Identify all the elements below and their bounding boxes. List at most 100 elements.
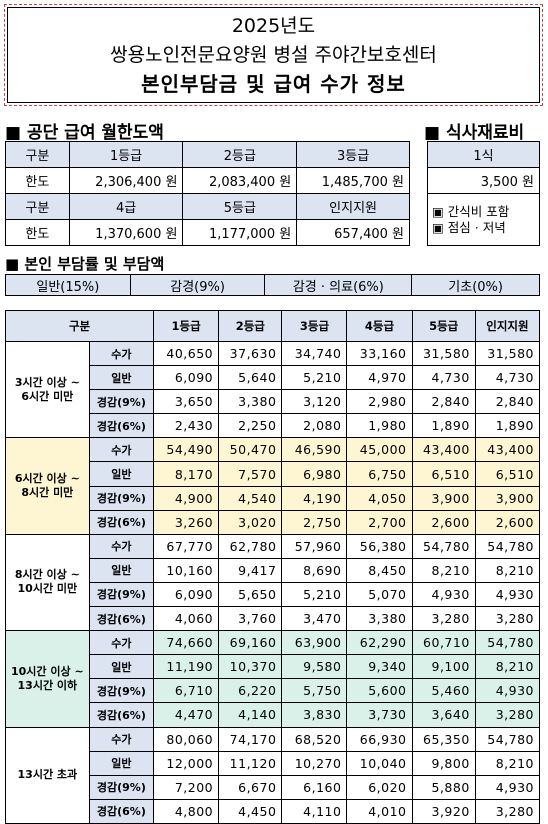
fee-value-cell: 11,120: [218, 750, 283, 776]
limit-cell: 1,177,000 원: [182, 219, 298, 246]
fee-value-cell: 4,010: [346, 798, 413, 824]
ratio-table: 일반(15%) 감경(9%) 감경 · 의료(6%) 기초(0%): [5, 274, 540, 296]
fee-value-cell: 3,730: [346, 702, 413, 728]
fee-value-cell: 3,900: [474, 485, 541, 511]
fee-value-cell: 4,900: [153, 485, 220, 511]
limit-cell: 2,083,400 원: [182, 167, 298, 194]
limit-cell: 1,370,600 원: [68, 219, 184, 246]
fee-value-cell: 6,510: [411, 461, 476, 487]
fee-value-cell: 3,900: [411, 485, 476, 511]
fee-value-cell: 6,160: [281, 774, 348, 800]
fee-value-cell: 10,270: [281, 750, 348, 776]
fee-value-cell: 43,400: [474, 437, 541, 463]
fee-value-cell: 54,490: [153, 437, 220, 463]
fee-value-cell: 12,000: [153, 750, 220, 776]
fee-value-cell: 10,040: [346, 750, 413, 776]
fee-value-cell: 4,060: [153, 606, 220, 632]
fee-value-cell: 80,060: [153, 726, 220, 752]
fee-value-cell: 4,730: [411, 365, 476, 391]
fee-value-cell: 8,450: [346, 557, 413, 583]
fee-value-cell: 74,660: [153, 630, 220, 656]
fee-table-body: 3시간 이상 ~6시간 미만 수가 40,650 37,630 34,740 33,160…: [5, 340, 541, 824]
limit-heading: ■ 공단 급여 월한도액: [5, 123, 164, 143]
table-row: 13시간 초과 수가 80,060 74,170 68,520 66,930 65,350 5…: [5, 726, 541, 824]
fee-value-cell: 3,280: [474, 702, 541, 728]
fee-value-cell: 3,260: [153, 509, 220, 535]
table-row: 경감(9%) 3,650 3,380 3,120 2,980 2,840 2,840: [6, 389, 541, 415]
fee-value-cell: 9,340: [346, 654, 413, 680]
limit-cell: 한도: [5, 219, 70, 246]
table-row: 6시간 이상 ~8시간 미만 수가 54,490 50,470 46,590 45,000…: [5, 437, 541, 535]
fee-value-cell: 31,580: [411, 340, 476, 367]
fee-value-cell: 3,920: [411, 798, 476, 824]
meal-table: 1식 3,500 원 ▣ 간식비 포함 ▣ 점심 · 저녁: [427, 141, 540, 246]
fee-header-cell: 5등급: [411, 310, 476, 342]
title-center-name: 쌍용노인전문요양원 병설 주야간보호센터: [110, 44, 437, 66]
fee-value-cell: 3,830: [281, 702, 348, 728]
fee-value-cell: 69,160: [218, 630, 283, 656]
fee-value-cell: 3,380: [346, 606, 413, 632]
fee-value-cell: 5,460: [411, 678, 476, 704]
fee-value-cell: 5,880: [411, 774, 476, 800]
table-row: 3시간 이상 ~6시간 미만 수가 40,650 37,630 34,740 33,160…: [5, 340, 541, 439]
fee-value-cell: 10,160: [153, 557, 220, 583]
meal-note-lunch-dinner: ▣ 점심 · 저녁: [432, 219, 506, 235]
ratio-basic-0: 기초(0%): [411, 274, 540, 296]
title-subject: 본인부담금 및 급여 수가 정보: [141, 72, 406, 96]
row-type-label: 경감(6%): [88, 413, 155, 439]
limit-row-header-2: 구분 4급 5등급 인지지원: [5, 193, 410, 220]
fee-value-cell: 6,510: [474, 461, 541, 487]
fee-value-cell: 2,700: [346, 509, 413, 535]
fee-value-cell: 62,780: [218, 533, 283, 559]
limit-cell: 4급: [68, 193, 184, 220]
fee-value-cell: 4,450: [218, 798, 283, 824]
table-row: 10시간 이상 ~13시간 이하 수가 74,660 69,160 63,900 62,2…: [5, 630, 541, 728]
table-row: 경감(9%) 4,900 4,540 4,190 4,050 3,900 3,900: [6, 485, 541, 511]
row-type-label: 수가: [88, 340, 155, 367]
duration-label-line1: 8시간 이상 ~: [14, 568, 80, 582]
limit-cell: 인지지원: [296, 193, 410, 220]
fee-value-cell: 3,640: [411, 702, 476, 728]
meal-note-snack: ▣ 간식비 포함: [432, 203, 510, 219]
fee-value-cell: 2,250: [218, 413, 283, 439]
fee-value-cell: 54,780: [474, 533, 541, 559]
fee-value-cell: 4,140: [218, 702, 283, 728]
limit-cell: 5등급: [182, 193, 298, 220]
fee-value-cell: 3,380: [218, 389, 283, 415]
duration-group-label: 8시간 이상 ~10시간 미만: [5, 533, 90, 632]
row-type-label: 수가: [88, 533, 155, 559]
fee-value-cell: 67,770: [153, 533, 220, 559]
title-year: 2025년도: [231, 15, 316, 37]
fee-value-cell: 9,100: [411, 654, 476, 680]
fee-value-cell: 63,900: [281, 630, 348, 656]
duration-group-label: 13시간 초과: [5, 726, 90, 824]
table-row: 경감(6%) 2,430 2,250 2,080 1,980 1,890 1,890: [6, 413, 541, 439]
fee-value-cell: 43,400: [411, 437, 476, 463]
fee-value-cell: 9,800: [411, 750, 476, 776]
duration-label-line2: 10시간 미만: [17, 582, 78, 596]
fee-value-cell: 2,600: [474, 509, 541, 535]
table-row: 경감(9%) 6,090 5,650 5,210 5,070 4,930 4,930: [6, 581, 541, 608]
fee-value-cell: 4,800: [153, 798, 220, 824]
limit-row-values-1: 한도 2,306,400 원 2,083,400 원 1,485,700 원: [5, 167, 410, 194]
fee-value-cell: 6,090: [153, 581, 220, 608]
fee-value-cell: 4,970: [346, 365, 413, 391]
limit-cell: 657,400 원: [296, 219, 410, 246]
ratio-reduced-medical-6: 감경 · 의료(6%): [264, 274, 413, 296]
row-type-label: 경감(9%): [88, 581, 155, 608]
table-row: 8시간 이상 ~10시간 미만 수가 67,770 62,780 57,960 56,38…: [5, 533, 541, 632]
fee-value-cell: 8,210: [411, 557, 476, 583]
fee-value-cell: 54,780: [474, 726, 541, 752]
duration-label-line1: 10시간 이상 ~: [11, 664, 84, 678]
fee-value-cell: 5,750: [281, 678, 348, 704]
limit-cell: 구분: [5, 193, 70, 220]
fee-value-cell: 4,110: [281, 798, 348, 824]
fee-value-cell: 3,280: [474, 798, 541, 824]
limit-cell: 1,485,700 원: [296, 167, 410, 194]
limit-cell: 1등급: [68, 141, 184, 168]
fee-value-cell: 8,210: [474, 750, 541, 776]
limit-cell: 3등급: [296, 141, 410, 168]
row-type-label: 경감(9%): [88, 774, 155, 800]
table-row: 경감(6%) 4,470 4,140 3,830 3,730 3,640 3,280: [6, 702, 541, 728]
fee-value-cell: 4,930: [474, 678, 541, 704]
